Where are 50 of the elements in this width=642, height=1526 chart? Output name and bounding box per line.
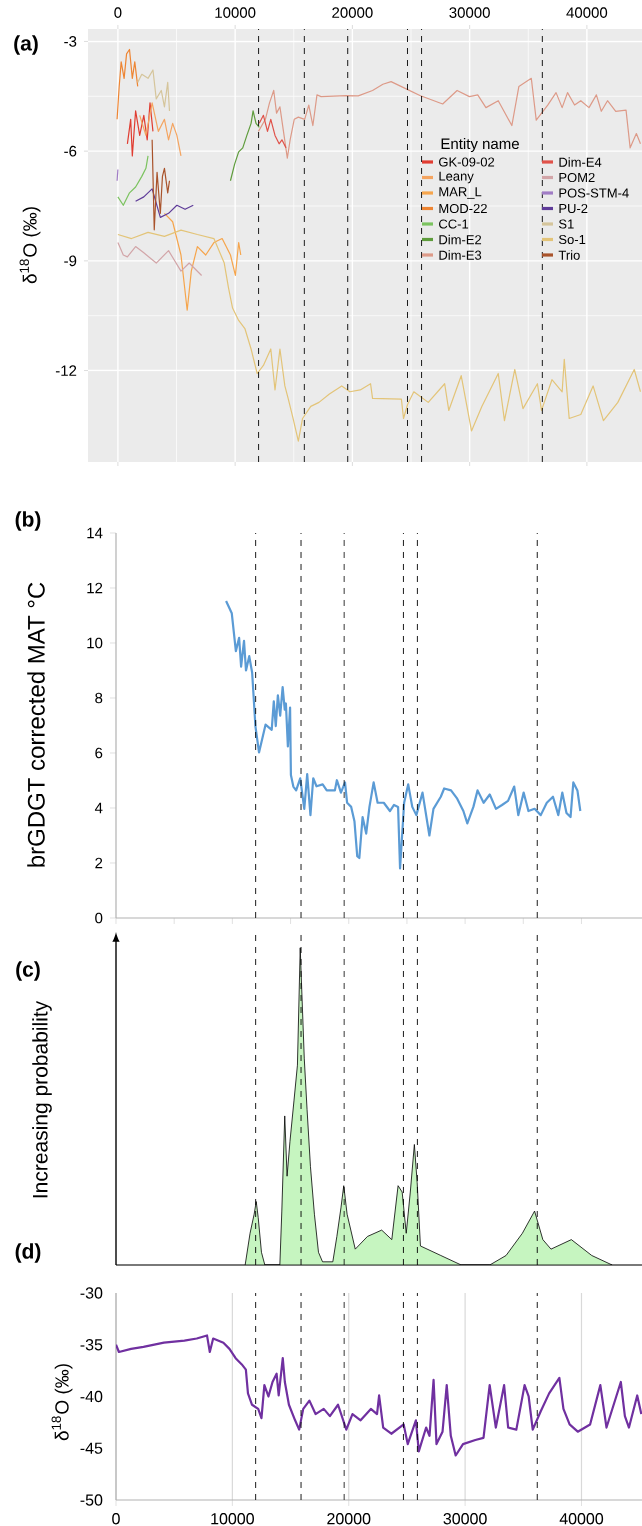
legend-label: S1 bbox=[558, 219, 574, 229]
y-tick-label: -12 bbox=[55, 365, 77, 376]
x-tick-label: 20000 bbox=[327, 1513, 371, 1525]
y-tick-label: 8 bbox=[95, 692, 103, 704]
legend-label: GK-09-02 bbox=[439, 157, 495, 167]
text: (a) bbox=[14, 35, 38, 55]
x-tick-label: 10000 bbox=[211, 1513, 254, 1525]
legend-label: Trio bbox=[558, 250, 580, 260]
legend-label: Dim-E2 bbox=[439, 234, 482, 245]
y-tick-label: 14 bbox=[87, 527, 103, 539]
legend-label: Dim-E4 bbox=[559, 157, 602, 167]
y-tick-label: -9 bbox=[64, 255, 77, 267]
legend-label: PU-2 bbox=[559, 203, 588, 214]
legend-label: MOD-22 bbox=[439, 203, 487, 214]
y-tick-label: 2 bbox=[95, 857, 103, 869]
legend-title: Entity name bbox=[441, 138, 519, 152]
y-tick-label: 12 bbox=[87, 582, 103, 594]
legend-label: So-1 bbox=[558, 234, 586, 245]
y-tick-label: 6 bbox=[95, 747, 103, 759]
y-tick-label: 10 bbox=[87, 637, 103, 649]
y-tick-label: -35 bbox=[80, 1339, 103, 1351]
text: (c) bbox=[16, 961, 40, 981]
y-tick-label: -3 bbox=[64, 36, 77, 47]
legend-label: CC-1 bbox=[439, 219, 469, 229]
legend-label: POM2 bbox=[559, 172, 595, 183]
x-tick-label: 20000 bbox=[332, 7, 373, 18]
y-tick-label: -45 bbox=[80, 1442, 103, 1454]
x-tick-label: 0 bbox=[112, 1513, 120, 1525]
legend-label: Leany bbox=[439, 171, 474, 184]
y-axis-title: δ$^{18}$O (‰) bbox=[51, 1364, 73, 1441]
legend-label: MAR_L bbox=[439, 187, 482, 199]
y-tick-label: -30 bbox=[80, 1287, 103, 1299]
text: (d) bbox=[15, 1243, 41, 1263]
legend-label: Dim-E3 bbox=[439, 250, 482, 260]
x-tick-label: 30000 bbox=[449, 7, 490, 18]
x-tick-label: 30000 bbox=[443, 1513, 487, 1525]
x-tick-label: 0 bbox=[114, 7, 122, 18]
y-axis-title: δ$^{18}$O (‰) bbox=[19, 207, 41, 284]
x-tick-label: 10000 bbox=[215, 7, 256, 18]
x-tick-label: 40000 bbox=[559, 1513, 604, 1525]
y-tick-label: 4 bbox=[94, 802, 103, 814]
y-axis-title: Increasing probability bbox=[32, 1000, 52, 1198]
y-tick-label: 0 bbox=[95, 912, 103, 924]
text: (b) bbox=[15, 511, 41, 531]
y-tick-label: -40 bbox=[80, 1390, 103, 1403]
y-axis-title: brGDGT corrected MAT °C bbox=[27, 582, 45, 867]
x-tick-label: 40000 bbox=[566, 7, 608, 18]
y-tick-label: -50 bbox=[80, 1494, 103, 1506]
legend-label: POS-STM-4 bbox=[559, 188, 629, 198]
y-tick-label: -6 bbox=[64, 145, 77, 157]
